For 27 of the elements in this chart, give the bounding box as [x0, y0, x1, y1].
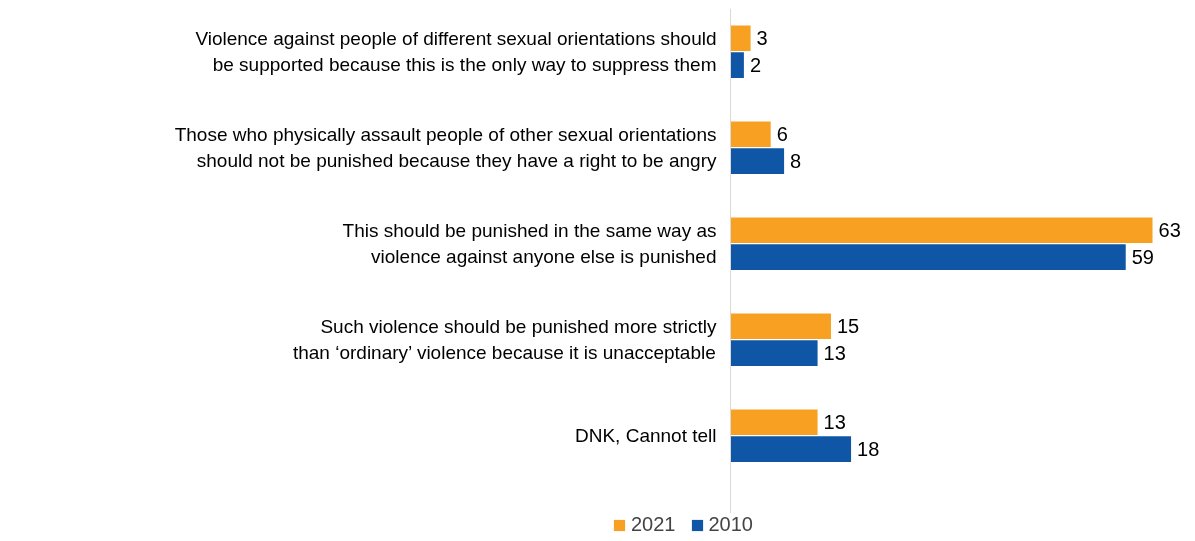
- data-label: 13: [823, 342, 846, 365]
- bar: [730, 436, 852, 462]
- data-label: 63: [1158, 219, 1181, 242]
- legend-label: 2010: [708, 513, 753, 536]
- bar: [730, 52, 744, 78]
- data-label: 2: [749, 54, 762, 77]
- y-tick-label: Such violence should be punished more strictly than ‘ordinary’ violence because it is unacceptable: [292, 316, 717, 364]
- data-label: 13: [823, 411, 846, 434]
- bar: [730, 340, 818, 366]
- data-label: 8: [790, 150, 802, 173]
- data-label: 6: [776, 123, 788, 146]
- y-tick-label: Violence against people of different sexual orientations should be supported because this is the only way to suppress them: [195, 28, 717, 76]
- bar: [730, 121, 771, 148]
- bar: [730, 25, 751, 52]
- bar: [730, 148, 785, 174]
- bar: [730, 244, 1126, 270]
- bar: [730, 313, 831, 340]
- y-tick-label: This should be punished in the same way as violence against anyone else is punished: [342, 220, 717, 268]
- data-label: 18: [857, 438, 880, 461]
- data-label: 15: [836, 315, 860, 338]
- bar: [730, 409, 818, 436]
- y-tick-label: DNK, Cannot tell: [574, 425, 717, 447]
- data-label: 3: [756, 27, 768, 50]
- bar: [730, 217, 1153, 244]
- legend-label: 2021: [631, 513, 676, 536]
- y-tick-label: Those who physically assault people of other sexual orientations should not be punished because they have a right to be angry: [174, 124, 717, 172]
- data-label: 59: [1131, 246, 1154, 269]
